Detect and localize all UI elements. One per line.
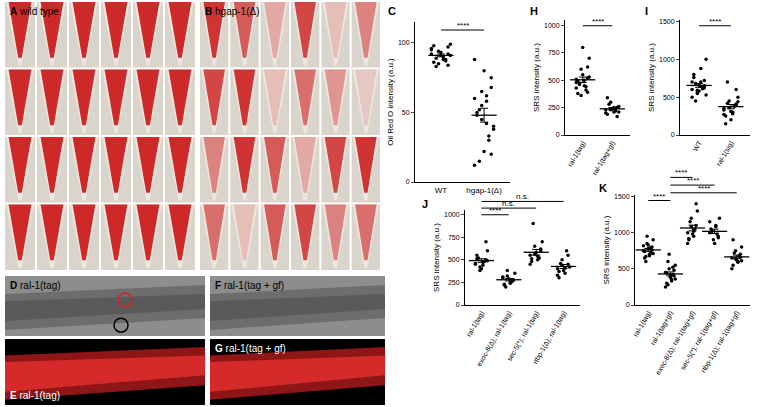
svg-text:J: J	[422, 198, 428, 210]
svg-text:****: ****	[687, 176, 699, 185]
svg-text:250: 250	[448, 279, 460, 286]
svg-text:1500: 1500	[659, 18, 675, 25]
svg-text:****: ****	[675, 168, 687, 177]
svg-text:ral-1(sig): ral-1(sig)	[715, 140, 736, 168]
svg-text:1000: 1000	[659, 56, 675, 63]
svg-text:SRS intensity (a.u.): SRS intensity (a.u.)	[647, 43, 656, 112]
svg-text:rtbp-1(Δ); ral-1(tag+gf): rtbp-1(Δ); ral-1(tag+gf)	[700, 310, 742, 374]
svg-text:ral-1(tag): ral-1(tag)	[632, 310, 653, 339]
svg-text:C: C	[388, 5, 396, 17]
svg-text:Oil Red O intensity (a.u.): Oil Red O intensity (a.u.)	[386, 58, 395, 146]
svg-text:50: 50	[402, 109, 410, 116]
svg-text:250: 250	[548, 104, 560, 111]
svg-text:0: 0	[671, 131, 675, 138]
svg-text:F ral-1(tag + gf): F ral-1(tag + gf)	[215, 280, 284, 291]
svg-text:SRS intensity (a.u.): SRS intensity (a.u.)	[602, 215, 611, 284]
svg-text:WT: WT	[435, 186, 448, 195]
svg-text:ral-1(tag): ral-1(tag)	[465, 310, 486, 339]
svg-text:0: 0	[406, 178, 410, 185]
svg-text:0: 0	[556, 131, 560, 138]
svg-text:1000: 1000	[614, 229, 630, 236]
svg-text:sec-5(*); ral-1(tag): sec-5(*); ral-1(tag)	[506, 310, 541, 363]
svg-text:WT: WT	[691, 139, 703, 153]
svg-text:D ral-1(tag): D ral-1(tag)	[10, 280, 61, 291]
svg-text:750: 750	[548, 49, 560, 56]
svg-text:exoc-8(Δ); ral-1(tag): exoc-8(Δ); ral-1(tag)	[475, 310, 513, 368]
svg-text:SRS intensity (a.u.): SRS intensity (a.u.)	[532, 43, 541, 112]
svg-text:****: ****	[592, 17, 604, 26]
svg-text:A wild type: A wild type	[10, 6, 59, 17]
svg-text:100: 100	[398, 39, 410, 46]
svg-text:exoc-8(Δ); ral-1(tag+gf): exoc-8(Δ); ral-1(tag+gf)	[654, 310, 697, 377]
svg-text:rtbp-1(Δ); ral-1(tag): rtbp-1(Δ); ral-1(tag)	[531, 310, 568, 366]
svg-text:ral-1(tag+gf): ral-1(tag+gf)	[591, 140, 617, 177]
svg-text:E ral-1(tag): E ral-1(tag)	[10, 390, 60, 401]
svg-text:ral-1(tag): ral-1(tag)	[566, 140, 587, 169]
svg-text:n.s.: n.s.	[516, 192, 529, 201]
svg-text:0: 0	[456, 301, 460, 308]
svg-text:750: 750	[448, 234, 460, 241]
svg-text:B hgap-1(Δ): B hgap-1(Δ)	[205, 6, 260, 17]
svg-text:1000: 1000	[544, 22, 560, 29]
svg-text:****: ****	[698, 184, 710, 193]
svg-text:hgap-1(Δ): hgap-1(Δ)	[466, 186, 502, 195]
svg-text:n.s.: n.s.	[502, 199, 515, 208]
svg-text:G ral-1(tag + gf): G ral-1(tag + gf)	[215, 343, 286, 354]
svg-text:0: 0	[626, 301, 630, 308]
svg-text:****: ****	[489, 206, 501, 215]
svg-text:1000: 1000	[444, 211, 460, 218]
svg-text:****: ****	[709, 17, 721, 26]
svg-text:SRS intensity (a.u.): SRS intensity (a.u.)	[432, 223, 441, 292]
svg-text:500: 500	[663, 94, 675, 101]
svg-text:sec-5(*); ral-1(tag+gf): sec-5(*); ral-1(tag+gf)	[679, 310, 719, 372]
svg-text:K: K	[599, 182, 607, 194]
svg-text:500: 500	[618, 265, 630, 272]
svg-text:****: ****	[457, 21, 469, 30]
svg-text:1500: 1500	[614, 193, 630, 200]
svg-text:500: 500	[548, 77, 560, 84]
svg-text:500: 500	[448, 256, 460, 263]
svg-text:H: H	[530, 5, 538, 17]
svg-text:ral-1(tag+gf): ral-1(tag+gf)	[649, 310, 675, 347]
svg-text:I: I	[645, 5, 648, 17]
svg-text:****: ****	[653, 192, 665, 201]
